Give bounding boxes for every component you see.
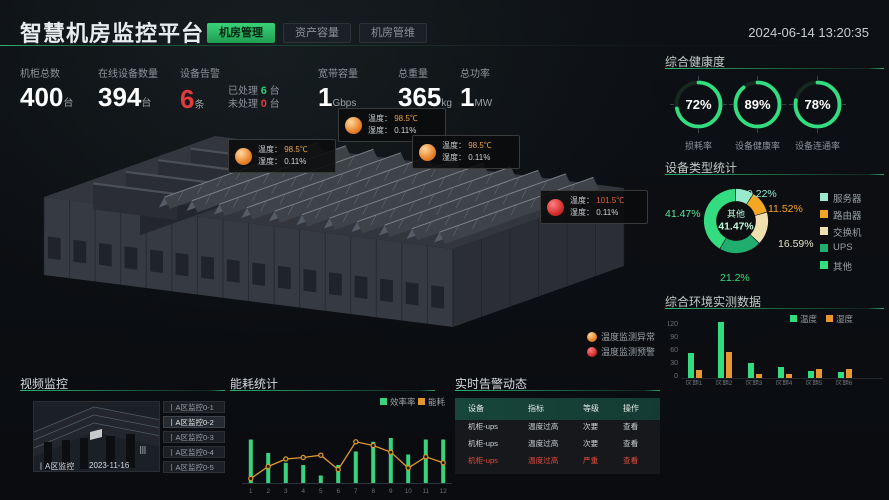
svg-text:5: 5 — [319, 488, 323, 495]
svg-text:区期2: 区期2 — [716, 379, 733, 385]
svg-text:6: 6 — [336, 488, 340, 495]
svg-text:区期6: 区期6 — [836, 379, 853, 385]
svg-text:其他: 其他 — [727, 208, 745, 219]
svg-text:8: 8 — [371, 488, 375, 495]
svg-text:2: 2 — [266, 488, 270, 495]
svg-text:72%: 72% — [685, 97, 711, 112]
svg-text:3: 3 — [284, 488, 288, 495]
svg-text:60: 60 — [670, 347, 678, 354]
svg-text:4: 4 — [301, 488, 305, 495]
svg-text:41.47%: 41.47% — [718, 222, 753, 233]
svg-text:10: 10 — [405, 488, 413, 495]
svg-text:0: 0 — [674, 373, 678, 380]
svg-text:89%: 89% — [744, 97, 770, 112]
svg-text:120: 120 — [668, 321, 678, 328]
svg-text:90: 90 — [670, 334, 678, 341]
svg-text:78%: 78% — [804, 97, 830, 112]
svg-text:区期5: 区期5 — [806, 379, 823, 385]
svg-text:区期4: 区期4 — [776, 379, 793, 385]
svg-text:1: 1 — [249, 488, 253, 495]
svg-text:9: 9 — [389, 488, 393, 495]
svg-text:7: 7 — [354, 488, 358, 495]
svg-text:11: 11 — [423, 488, 430, 495]
svg-text:30: 30 — [670, 360, 678, 367]
svg-text:12: 12 — [440, 488, 448, 495]
svg-text:区期1: 区期1 — [686, 379, 703, 385]
svg-text:区期3: 区期3 — [746, 379, 763, 385]
svg-text:Ⅲ: Ⅲ — [139, 445, 147, 457]
